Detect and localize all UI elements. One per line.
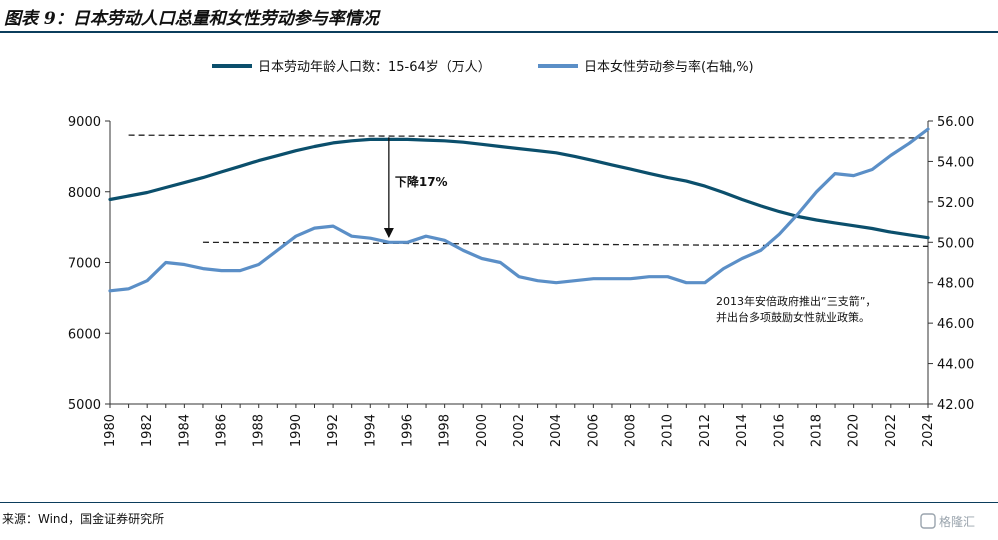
x-tick-label: 1992 bbox=[326, 414, 341, 447]
right-y-tick-label: 46.00 bbox=[937, 317, 974, 332]
x-tick-label: 1998 bbox=[438, 414, 453, 447]
x-tick-label: 2010 bbox=[661, 414, 676, 447]
drop-annotation: 下降17% bbox=[395, 174, 448, 189]
x-tick-label: 2022 bbox=[884, 414, 899, 447]
x-tick-label: 2006 bbox=[586, 414, 601, 447]
x-tick-label: 1994 bbox=[363, 414, 378, 447]
x-tick-label: 1980 bbox=[103, 414, 118, 447]
right-y-tick-label: 48.00 bbox=[937, 277, 974, 292]
x-tick-label: 2012 bbox=[698, 414, 713, 447]
reference-dashed-line bbox=[202, 241, 929, 247]
right-y-tick-label: 50.00 bbox=[937, 236, 974, 251]
x-tick-label: 2016 bbox=[772, 414, 787, 447]
right-y-tick-label: 44.00 bbox=[937, 358, 974, 373]
watermark-logo-icon bbox=[920, 513, 936, 529]
series-line-working-age-population bbox=[108, 137, 930, 240]
figure-header: 图表 9：日本劳动人口总量和女性劳动参与率情况 bbox=[0, 0, 998, 33]
right-y-tick-label: 54.00 bbox=[937, 155, 974, 170]
x-tick-label: 1986 bbox=[215, 414, 230, 447]
x-tick-label: 2008 bbox=[624, 414, 639, 447]
source-note: 来源：Wind，国金证券研究所 bbox=[2, 512, 165, 526]
x-tick-label: 1988 bbox=[252, 414, 267, 447]
x-tick-label: 2002 bbox=[512, 414, 527, 447]
right-y-tick-label: 52.00 bbox=[937, 196, 974, 211]
left-y-tick-label: 7000 bbox=[68, 257, 101, 272]
x-tick-label: 2018 bbox=[809, 414, 824, 447]
left-y-tick-label: 9000 bbox=[68, 115, 101, 130]
footer-divider bbox=[0, 502, 998, 503]
x-tick-label: 1982 bbox=[140, 414, 155, 447]
left-y-tick-label: 5000 bbox=[68, 398, 101, 413]
right-y-tick-label: 42.00 bbox=[937, 398, 974, 413]
x-tick-label: 1990 bbox=[289, 414, 304, 447]
x-tick-label: 1984 bbox=[177, 414, 192, 447]
x-tick-label: 2000 bbox=[475, 414, 490, 447]
x-tick-label: 1996 bbox=[400, 414, 415, 447]
legend-label-female-participation-rate: 日本女性劳动参与率(右轴,%) bbox=[584, 59, 754, 75]
figure-title: 图表 9：日本劳动人口总量和女性劳动参与率情况 bbox=[4, 9, 379, 29]
right-y-tick-label: 56.00 bbox=[937, 115, 974, 130]
x-tick-label: 2020 bbox=[847, 414, 862, 447]
watermark-text: 格隆汇 bbox=[939, 514, 975, 529]
series-line-female-participation-rate bbox=[108, 127, 930, 293]
reference-dashed-line bbox=[128, 134, 929, 139]
left-y-tick-label: 6000 bbox=[68, 327, 101, 342]
x-tick-label: 2004 bbox=[549, 414, 564, 447]
x-tick-label: 2014 bbox=[735, 414, 750, 447]
header-divider bbox=[0, 31, 998, 33]
policy-annotation-line-1: 2013年安倍政府推出“三支箭”， bbox=[716, 294, 876, 308]
x-tick-label: 2024 bbox=[921, 414, 936, 447]
left-y-tick-label: 8000 bbox=[68, 186, 101, 201]
policy-annotation-line-2: 并出台多项鼓励女性就业政策。 bbox=[716, 310, 870, 324]
drop-arrow-head bbox=[383, 228, 394, 239]
legend-label-working-age-population: 日本劳动年龄人口数：15-64岁（万人） bbox=[258, 59, 491, 75]
